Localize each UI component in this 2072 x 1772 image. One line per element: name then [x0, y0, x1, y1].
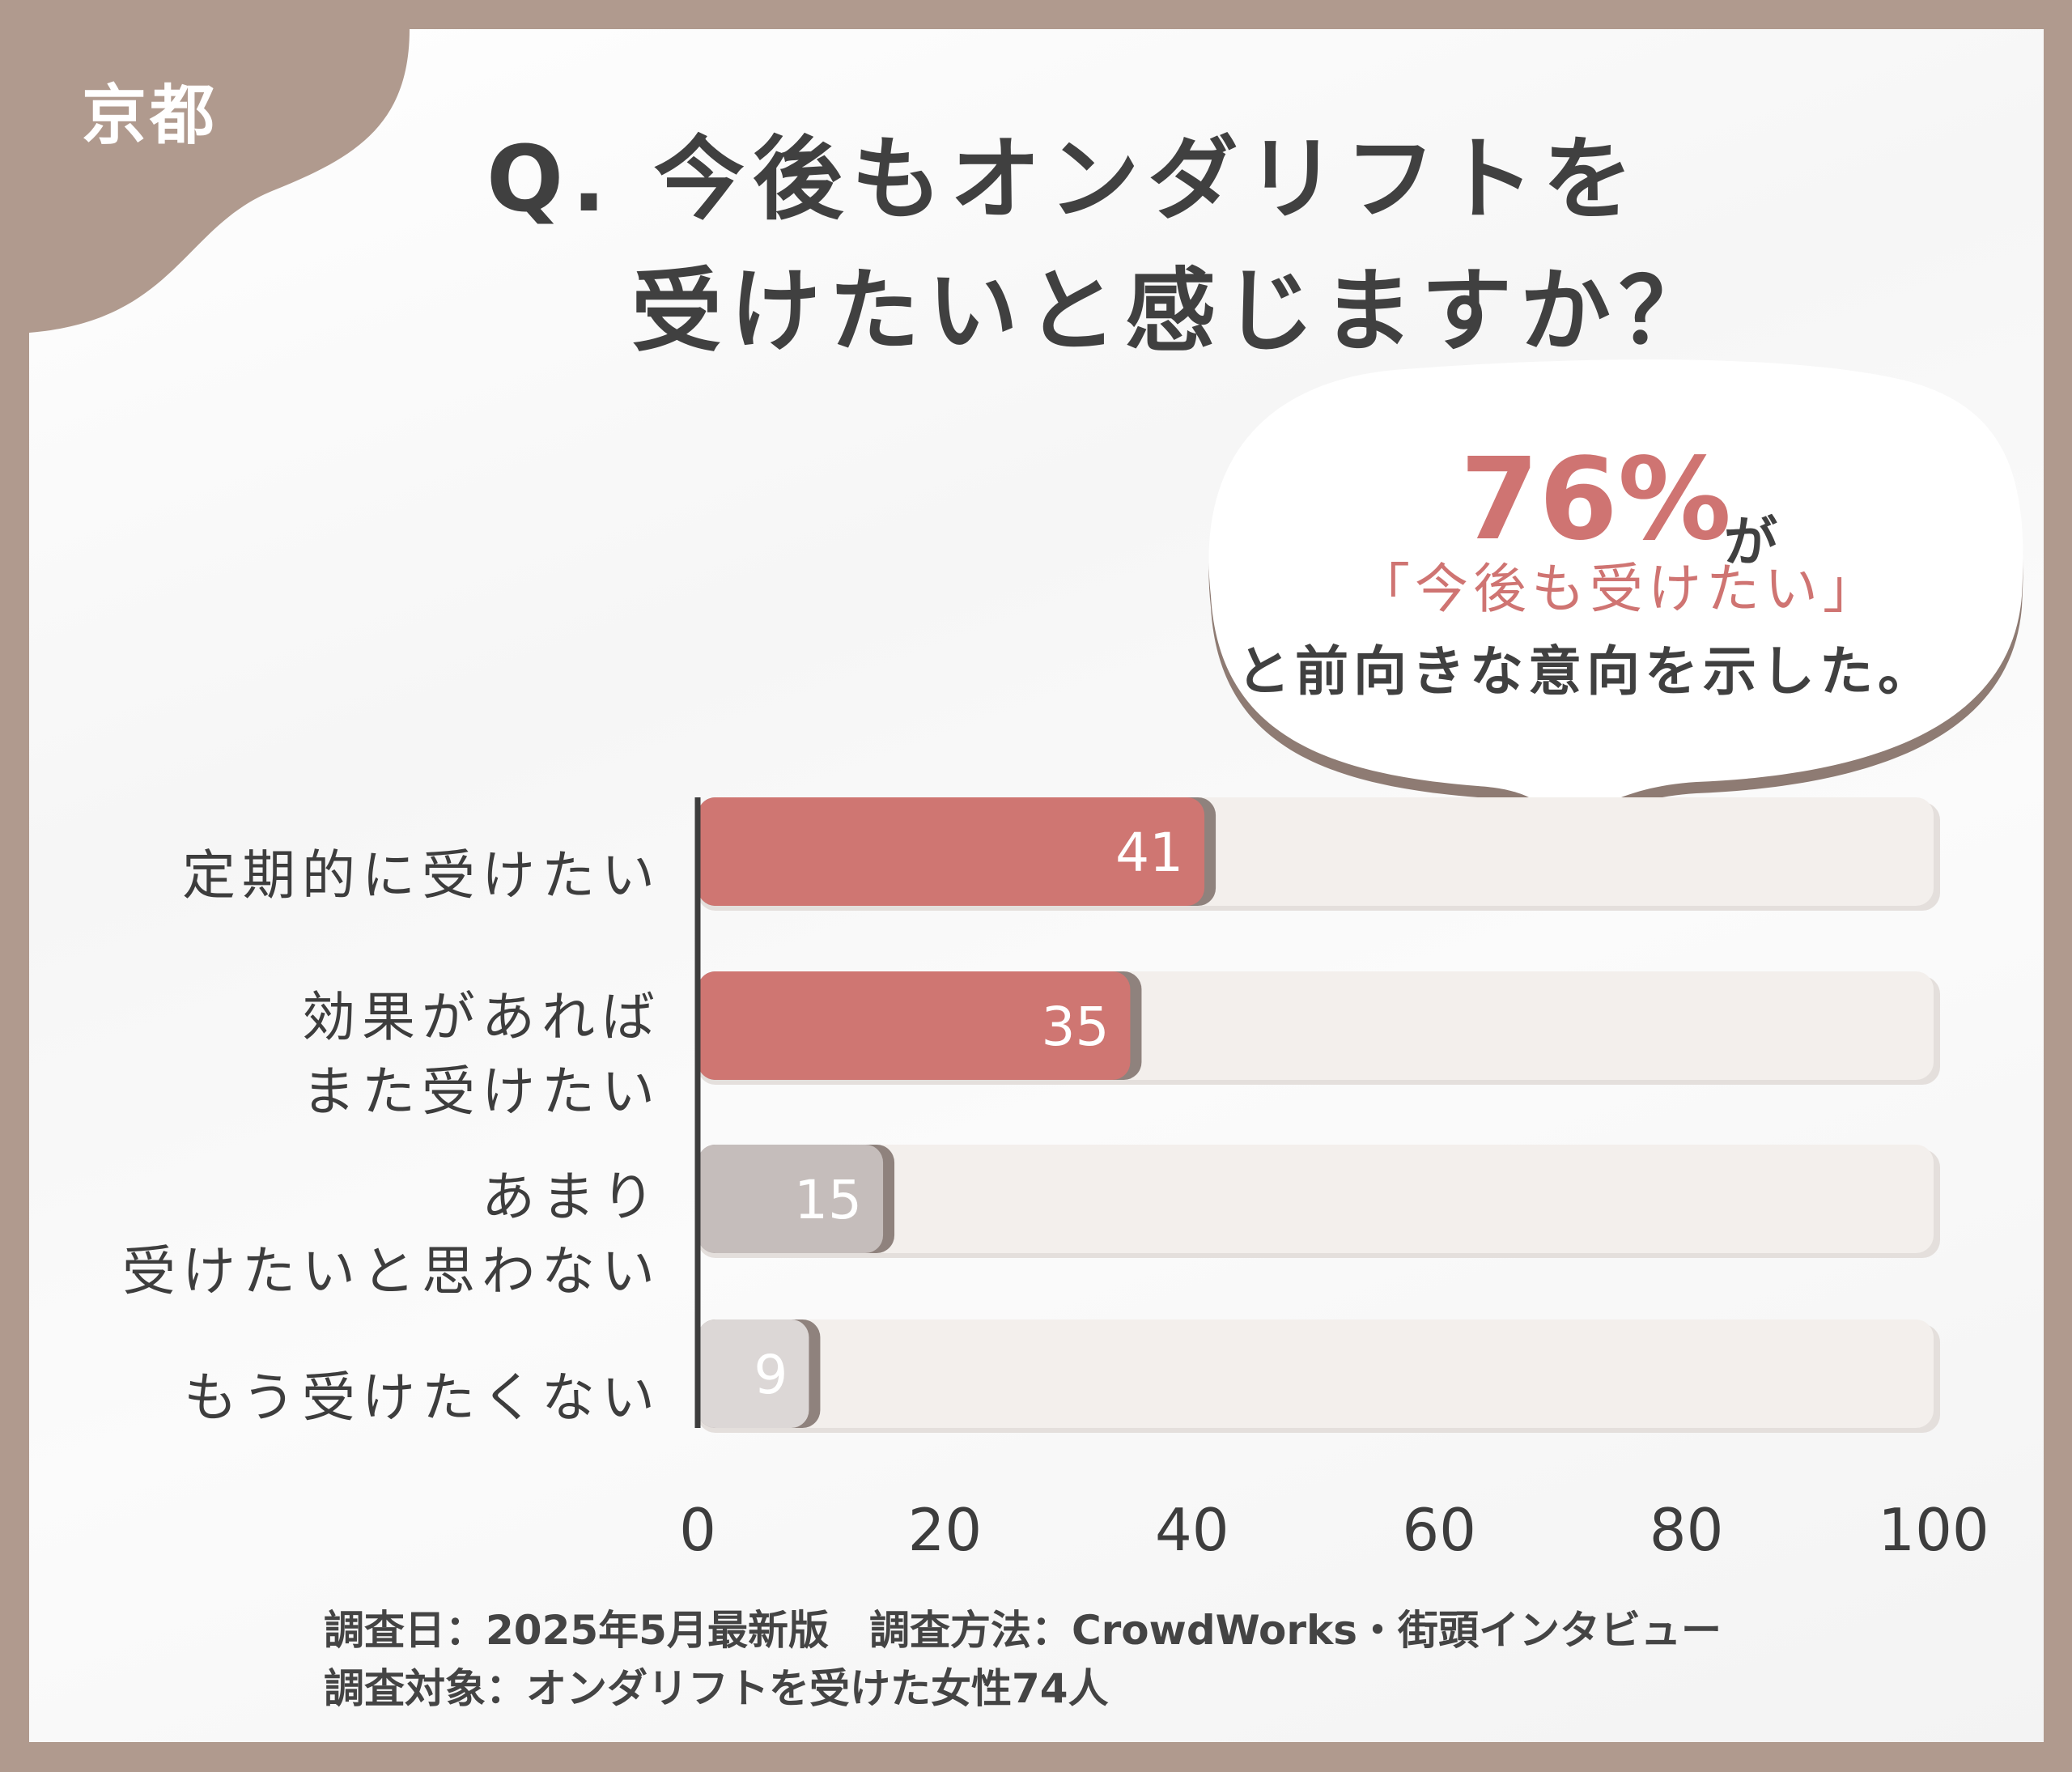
bar-track — [698, 1319, 1934, 1428]
x-tick-label: 40 — [1154, 1496, 1229, 1564]
bar-shadow — [698, 1145, 895, 1253]
footer-line2: 調査対象：オンダリフトを受けた女性74人 — [324, 1665, 1109, 1712]
bar — [698, 1319, 809, 1428]
callout-suffix: が — [1724, 511, 1777, 573]
bar-value-label: 35 — [1041, 996, 1109, 1058]
x-tick-label: 80 — [1649, 1496, 1724, 1564]
title-line1: Q. 今後もオンダリフトを — [486, 127, 1641, 232]
callout-percent: 76% — [1460, 434, 1732, 566]
bar-track — [698, 971, 1934, 1080]
bar — [698, 971, 1131, 1080]
callout-line: と前向きな意向を示した。 — [1237, 640, 1936, 703]
footer-line1: 調査日：2025年5月最新版 調査方法：CrowdWorks・街頭インタビュー — [324, 1607, 1722, 1654]
x-tick-label: 100 — [1878, 1496, 1989, 1564]
x-tick-label: 20 — [907, 1496, 983, 1564]
category-label: 定期的に受けたい — [182, 844, 661, 907]
bar-track — [698, 1145, 1934, 1253]
region-label: 京都 — [82, 78, 218, 153]
category-label: 効果があれば また受けたい — [302, 986, 661, 1123]
bar-track-shadow — [698, 1324, 1940, 1433]
bar-track-shadow — [698, 1149, 1940, 1258]
bar-shadow — [698, 1319, 821, 1428]
category-label: あまり 受けたいと思わない — [122, 1166, 661, 1302]
bar-shadow — [698, 971, 1142, 1080]
callout-quote: 「今後も受けたい」 — [1357, 558, 1881, 620]
bar — [698, 1145, 884, 1253]
corner-decoration — [29, 29, 410, 333]
category-label: もう受けたくない — [183, 1366, 661, 1429]
x-tick-label: 0 — [679, 1496, 716, 1564]
bar-value-label: 9 — [754, 1344, 788, 1406]
infographic-card: 京都 Q. 今後もオンダリフトを 受けたいと感じますか？ 76% が 「今後も受… — [29, 29, 2044, 1742]
bar-value-label: 15 — [794, 1169, 862, 1231]
speech-bubble — [1208, 359, 2023, 904]
bar-track-shadow — [698, 976, 1940, 1085]
title-line2: 受けたいと感じますか？ — [631, 259, 1717, 364]
x-tick-label: 60 — [1402, 1496, 1476, 1564]
